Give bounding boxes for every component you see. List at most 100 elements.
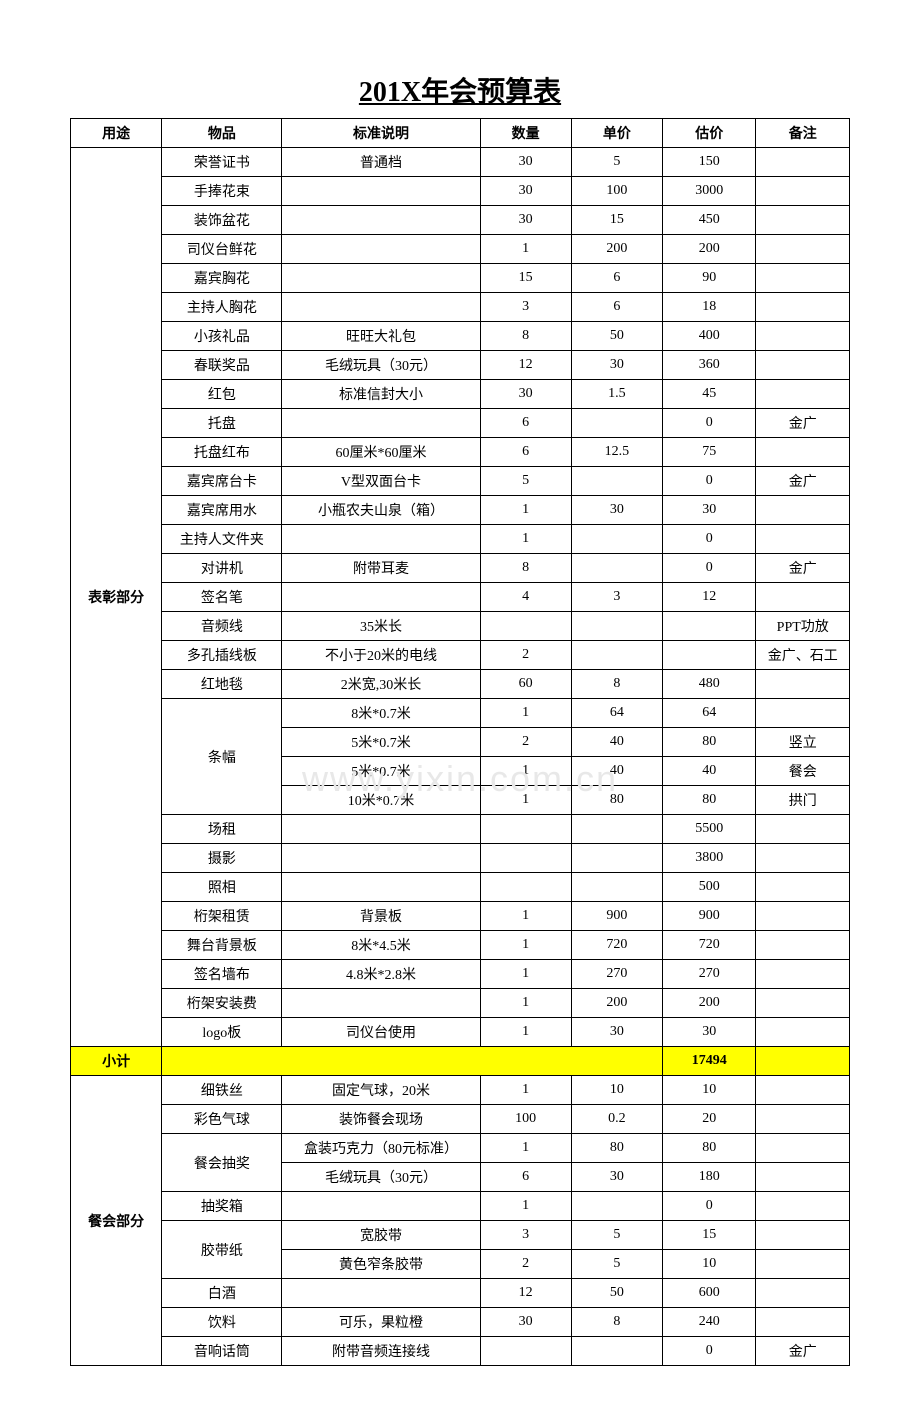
- table-cell: 金广: [756, 467, 850, 496]
- table-cell: [756, 206, 850, 235]
- table-cell: 200: [663, 235, 756, 264]
- table-cell: 红地毯: [162, 670, 282, 699]
- table-cell: PPT功放: [756, 612, 850, 641]
- table-cell: 对讲机: [162, 554, 282, 583]
- table-cell: 6: [571, 293, 662, 322]
- table-row: 红地毯2米宽,30米长608480: [71, 670, 850, 699]
- table-cell: 4.8米*2.8米: [282, 960, 480, 989]
- table-cell: 5500: [663, 815, 756, 844]
- table-cell: 2: [480, 641, 571, 670]
- table-cell: 40: [571, 728, 662, 757]
- header-note: 备注: [756, 119, 850, 148]
- table-cell: 1: [480, 1192, 571, 1221]
- table-cell: [282, 873, 480, 902]
- table-cell: [756, 148, 850, 177]
- table-cell: [480, 612, 571, 641]
- table-row: 司仪台鲜花1200200: [71, 235, 850, 264]
- table-row: logo板司仪台使用13030: [71, 1018, 850, 1047]
- table-cell: 1: [480, 786, 571, 815]
- table-cell: 60厘米*60厘米: [282, 438, 480, 467]
- table-cell: 50: [571, 1279, 662, 1308]
- table-cell: [282, 235, 480, 264]
- table-cell: 1: [480, 496, 571, 525]
- header-est: 估价: [663, 119, 756, 148]
- table-cell: 5米*0.7米: [282, 728, 480, 757]
- header-purpose: 用途: [71, 119, 162, 148]
- table-cell: [282, 844, 480, 873]
- table-cell: 场租: [162, 815, 282, 844]
- table-cell: 15: [663, 1221, 756, 1250]
- table-row: 多孔插线板不小于20米的电线2金广、石工: [71, 641, 850, 670]
- table-cell: 不小于20米的电线: [282, 641, 480, 670]
- table-cell: [756, 815, 850, 844]
- table-cell: [756, 931, 850, 960]
- table-cell: 6: [480, 438, 571, 467]
- table-cell: 饮料: [162, 1308, 282, 1337]
- table-cell: [282, 409, 480, 438]
- table-cell: 0: [663, 554, 756, 583]
- table-cell: [756, 1134, 850, 1163]
- table-cell: 装饰餐会现场: [282, 1105, 480, 1134]
- table-cell: 毛绒玩具（30元）: [282, 351, 480, 380]
- table-cell: 主持人文件夹: [162, 525, 282, 554]
- table-cell: 1: [480, 757, 571, 786]
- table-cell: [756, 844, 850, 873]
- table-cell: 1: [480, 699, 571, 728]
- budget-table: 用途 物品 标准说明 数量 单价 估价 备注 表彰部分荣誉证书普通档305150…: [70, 118, 850, 1366]
- table-cell: 3: [571, 583, 662, 612]
- table-cell: 拱门: [756, 786, 850, 815]
- table-row: 音频线35米长PPT功放: [71, 612, 850, 641]
- table-cell: 0: [663, 467, 756, 496]
- table-cell: [282, 525, 480, 554]
- table-cell: [756, 1250, 850, 1279]
- table-cell: [571, 873, 662, 902]
- table-cell: 30: [571, 1163, 662, 1192]
- table-row: 桁架安装费1200200: [71, 989, 850, 1018]
- table-cell: 12: [480, 351, 571, 380]
- table-cell: 1: [480, 902, 571, 931]
- table-cell: [162, 1047, 663, 1076]
- table-cell: 30: [480, 1308, 571, 1337]
- table-cell: 60: [480, 670, 571, 699]
- table-cell: 3: [480, 1221, 571, 1250]
- table-cell: 200: [571, 989, 662, 1018]
- table-cell: 1.5: [571, 380, 662, 409]
- header-row: 用途 物品 标准说明 数量 单价 估价 备注: [71, 119, 850, 148]
- table-cell: [756, 177, 850, 206]
- table-cell: 270: [663, 960, 756, 989]
- header-price: 单价: [571, 119, 662, 148]
- table-cell: 可乐，果粒橙: [282, 1308, 480, 1337]
- table-row: 彩色气球装饰餐会现场1000.220: [71, 1105, 850, 1134]
- table-cell: 1: [480, 235, 571, 264]
- table-cell: 240: [663, 1308, 756, 1337]
- table-cell: 15: [571, 206, 662, 235]
- table-cell: 1: [480, 1134, 571, 1163]
- table-cell: 720: [571, 931, 662, 960]
- table-cell: 1: [480, 1076, 571, 1105]
- table-cell: 18: [663, 293, 756, 322]
- table-cell: 64: [663, 699, 756, 728]
- table-cell: [756, 873, 850, 902]
- table-cell: [756, 496, 850, 525]
- table-cell: 毛绒玩具（30元）: [282, 1163, 480, 1192]
- table-cell: [571, 467, 662, 496]
- table-cell: 90: [663, 264, 756, 293]
- table-cell: 30: [480, 206, 571, 235]
- table-cell: 背景板: [282, 902, 480, 931]
- table-cell: 嘉宾席用水: [162, 496, 282, 525]
- table-cell: 180: [663, 1163, 756, 1192]
- table-cell: 720: [663, 931, 756, 960]
- table-cell: 6: [571, 264, 662, 293]
- table-row: 抽奖箱10: [71, 1192, 850, 1221]
- table-cell: 15: [480, 264, 571, 293]
- table-cell: 主持人胸花: [162, 293, 282, 322]
- table-cell: 0: [663, 409, 756, 438]
- table-cell: 1: [480, 960, 571, 989]
- table-cell: 900: [571, 902, 662, 931]
- table-cell: 80: [663, 786, 756, 815]
- table-row: 嘉宾席台卡V型双面台卡50金广: [71, 467, 850, 496]
- table-cell: [571, 554, 662, 583]
- table-cell: [756, 902, 850, 931]
- page-title: 201X年会预算表: [70, 70, 850, 110]
- table-row: 场租 5500: [71, 815, 850, 844]
